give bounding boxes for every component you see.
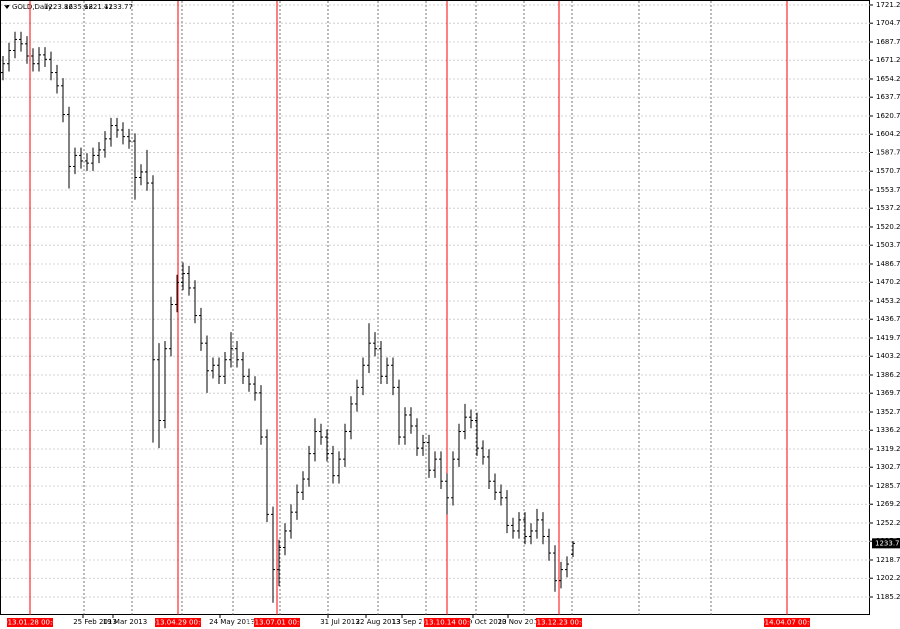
vertical-line-label-box <box>155 618 201 627</box>
y-tick-label: 1185.20 <box>876 593 900 601</box>
vertical-line-label: 2013.07.01 00:00 <box>246 619 308 627</box>
vertical-line-label-box <box>764 618 810 627</box>
x-tick-label: 19 Mar 2013 <box>103 618 147 626</box>
price-marker-box <box>872 538 900 549</box>
y-tick-label: 1721.20 <box>876 1 900 9</box>
y-tick-label: 1687.70 <box>876 38 900 46</box>
y-tick-label: 1352.70 <box>876 408 900 416</box>
y-tick-label: 1553.70 <box>876 186 900 194</box>
y-tick-label: 1386.20 <box>876 371 900 379</box>
x-tick-label: 31 Jul 2013 <box>320 618 360 626</box>
vertical-line-label-box <box>536 618 582 627</box>
y-tick-label: 1503.70 <box>876 241 900 249</box>
header-value: 1223.86 <box>44 3 73 11</box>
price-marker-label: 1233.77 <box>875 539 900 547</box>
header-value: 1233.77 <box>104 3 133 11</box>
y-tick-label: 1202.20 <box>876 574 900 582</box>
y-tick-label: 1470.20 <box>876 278 900 286</box>
chart-title: GOLD,Daily <box>12 3 52 11</box>
plot-frame <box>0 0 870 615</box>
y-tick-label: 1704.70 <box>876 19 900 27</box>
y-tick-label: 1436.70 <box>876 315 900 323</box>
vertical-line-label: 2013.10.14 00:00 <box>416 619 478 627</box>
y-tick-label: 1419.70 <box>876 334 900 342</box>
header-value: 1235.68 <box>64 3 93 11</box>
x-tick-label: 24 May 2013 <box>209 618 255 626</box>
x-tick-label: 29 Oct 2013 <box>463 618 506 626</box>
vertical-line-label-box <box>254 618 300 627</box>
x-tick-label: 22 Aug 2013 <box>356 618 401 626</box>
y-tick-label: 1537.20 <box>876 204 900 212</box>
vertical-line-label-box <box>7 618 53 627</box>
y-tick-label: 1336.20 <box>876 426 900 434</box>
header-value: 1221.41 <box>84 3 113 11</box>
y-tick-label: 1637.70 <box>876 93 900 101</box>
y-tick-label: 1302.70 <box>876 463 900 471</box>
y-tick-label: 1453.20 <box>876 297 900 305</box>
y-tick-label: 1369.70 <box>876 389 900 397</box>
vertical-line-label-box <box>424 618 470 627</box>
y-tick-label: 1520.20 <box>876 223 900 231</box>
y-tick-label: 1604.20 <box>876 130 900 138</box>
y-tick-label: 1587.70 <box>876 148 900 156</box>
y-tick-label: 1671.20 <box>876 56 900 64</box>
x-tick-label: 20 Nov 2013 <box>498 618 543 626</box>
y-tick-label: 1269.20 <box>876 500 900 508</box>
vertical-line-label: 2014.04.07 00:00 <box>756 619 818 627</box>
y-tick-label: 1252.20 <box>876 519 900 527</box>
menu-arrow[interactable] <box>4 5 10 9</box>
x-tick-label: 25 Feb 2013 <box>73 618 117 626</box>
y-tick-label: 1654.20 <box>876 75 900 83</box>
vertical-line-label: 2013.01.28 00:00 <box>0 619 61 627</box>
y-tick-label: 1403.20 <box>876 352 900 360</box>
y-tick-label: 1486.70 <box>876 260 900 268</box>
y-tick-label: 1620.70 <box>876 112 900 120</box>
y-tick-label: 1285.70 <box>876 482 900 490</box>
x-tick-label: 13 Sep 2013 <box>392 618 436 626</box>
y-tick-label: 1570.70 <box>876 167 900 175</box>
y-tick-label: 1319.20 <box>876 445 900 453</box>
y-tick-label: 1218.70 <box>876 556 900 564</box>
vertical-line-label: 2013.12.23 00:00 <box>528 619 590 627</box>
vertical-line-label: 2013.04.29 00:00 <box>147 619 209 627</box>
